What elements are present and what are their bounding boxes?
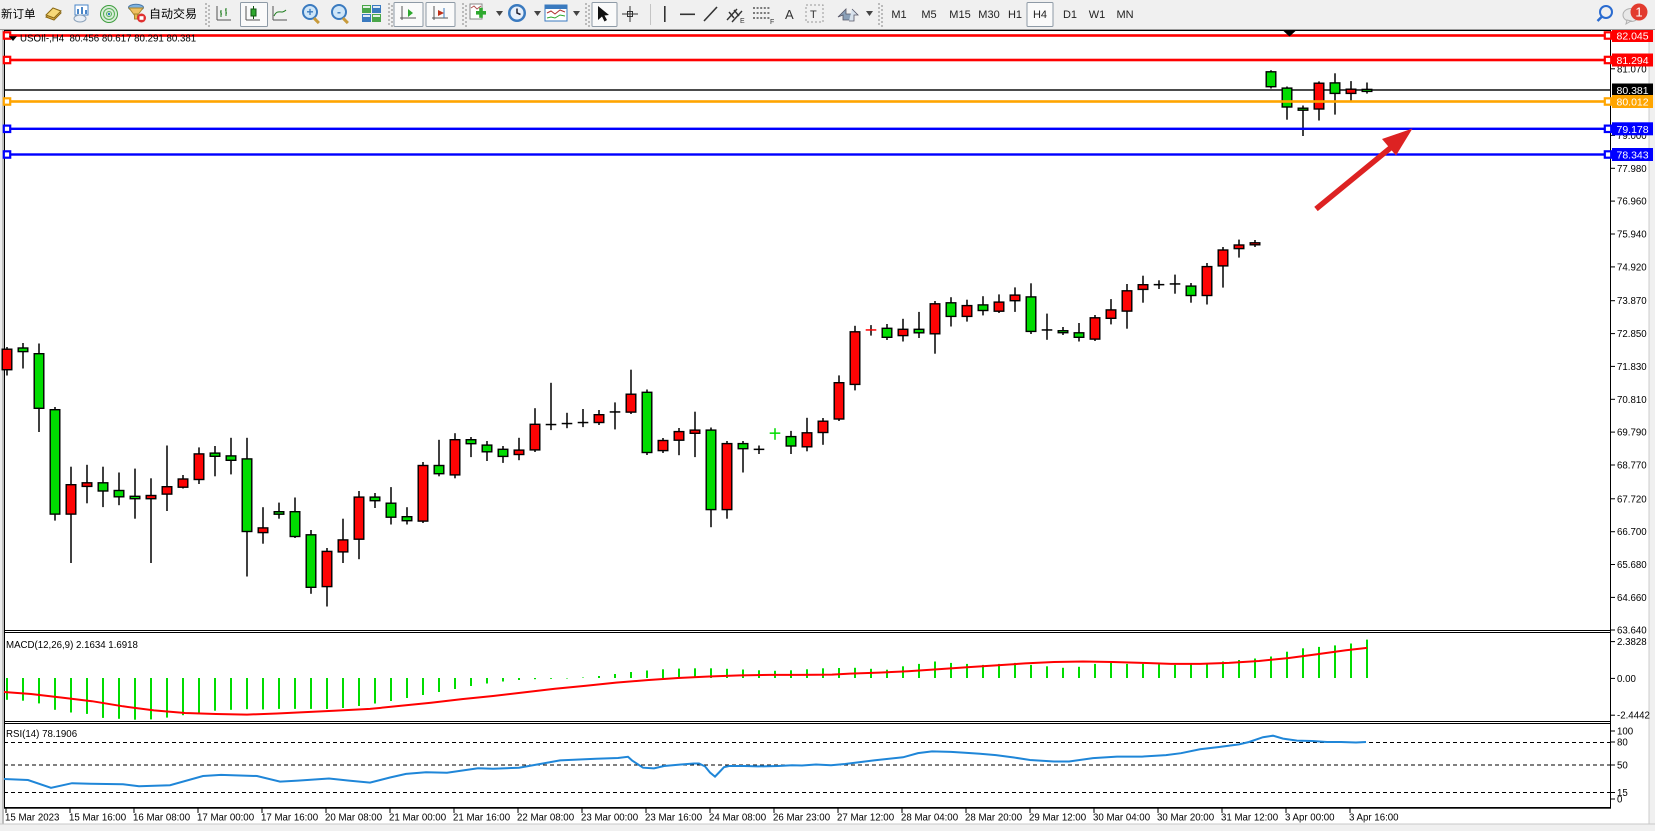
svg-text:M1: M1 xyxy=(891,9,906,21)
svg-text:F: F xyxy=(770,19,774,26)
svg-text:15 Mar 16:00: 15 Mar 16:00 xyxy=(69,813,127,824)
svg-text:79.178: 79.178 xyxy=(1617,124,1649,136)
svg-text:68.770: 68.770 xyxy=(1617,461,1647,472)
svg-text:80.012: 80.012 xyxy=(1617,97,1649,109)
svg-text:2.3828: 2.3828 xyxy=(1617,637,1647,648)
svg-text:80.381: 80.381 xyxy=(1617,85,1649,97)
svg-text:81.294: 81.294 xyxy=(1617,55,1649,67)
svg-text:23 Mar 00:00: 23 Mar 00:00 xyxy=(581,813,639,824)
svg-text:-: - xyxy=(337,5,341,19)
svg-text:15: 15 xyxy=(1617,788,1628,799)
svg-text:82.045: 82.045 xyxy=(1617,31,1649,43)
svg-text:71.830: 71.830 xyxy=(1617,362,1647,373)
svg-text:78.343: 78.343 xyxy=(1617,150,1649,162)
svg-text:-2.4442: -2.4442 xyxy=(1617,711,1650,722)
svg-text:27 Mar 12:00: 27 Mar 12:00 xyxy=(837,813,895,824)
svg-text:0: 0 xyxy=(1617,795,1623,806)
svg-text:22 Mar 08:00: 22 Mar 08:00 xyxy=(517,813,575,824)
svg-text:100: 100 xyxy=(1617,727,1634,738)
svg-text:MACD(12,26,9) 2.1634 1.6918: MACD(12,26,9) 2.1634 1.6918 xyxy=(6,640,138,651)
svg-text:74.920: 74.920 xyxy=(1617,262,1647,273)
svg-text:RSI(14) 78.1906: RSI(14) 78.1906 xyxy=(6,729,77,740)
svg-text:79.000: 79.000 xyxy=(1617,131,1647,142)
svg-text:MN: MN xyxy=(1116,9,1133,21)
svg-text:30 Mar 04:00: 30 Mar 04:00 xyxy=(1093,813,1151,824)
svg-text:31 Mar 12:00: 31 Mar 12:00 xyxy=(1221,813,1279,824)
svg-text:66.700: 66.700 xyxy=(1617,527,1647,538)
svg-text:30 Mar 20:00: 30 Mar 20:00 xyxy=(1157,813,1215,824)
svg-text:15 Mar 2023: 15 Mar 2023 xyxy=(5,813,59,824)
svg-text:72.850: 72.850 xyxy=(1617,329,1647,340)
svg-text:E: E xyxy=(740,18,745,25)
svg-text:D1: D1 xyxy=(1063,9,1077,21)
svg-text:21 Mar 16:00: 21 Mar 16:00 xyxy=(453,813,511,824)
svg-text:17 Mar 00:00: 17 Mar 00:00 xyxy=(197,813,255,824)
svg-text:50: 50 xyxy=(1617,761,1628,772)
svg-text:3 Apr 16:00: 3 Apr 16:00 xyxy=(1349,813,1399,824)
svg-text:63.640: 63.640 xyxy=(1617,626,1647,637)
svg-text:77.980: 77.980 xyxy=(1617,164,1647,175)
svg-text:70.810: 70.810 xyxy=(1617,395,1647,406)
svg-text:H1: H1 xyxy=(1008,9,1022,21)
svg-text:M5: M5 xyxy=(921,9,936,21)
svg-text:21 Mar 00:00: 21 Mar 00:00 xyxy=(389,813,447,824)
svg-text:23 Mar 16:00: 23 Mar 16:00 xyxy=(645,813,703,824)
svg-text:T: T xyxy=(810,9,817,21)
svg-text:20 Mar 08:00: 20 Mar 08:00 xyxy=(325,813,383,824)
svg-text:28 Mar 04:00: 28 Mar 04:00 xyxy=(901,813,959,824)
svg-text:65.680: 65.680 xyxy=(1617,560,1647,571)
svg-text:80: 80 xyxy=(1617,738,1628,749)
svg-text:0.00: 0.00 xyxy=(1617,674,1636,685)
svg-text:H4: H4 xyxy=(1033,9,1047,21)
svg-text:73.870: 73.870 xyxy=(1617,296,1647,307)
svg-text:1: 1 xyxy=(1635,5,1642,20)
svg-text:75.940: 75.940 xyxy=(1617,230,1647,241)
svg-text:M30: M30 xyxy=(978,9,999,21)
svg-text:+: + xyxy=(306,5,313,19)
svg-text:64.660: 64.660 xyxy=(1617,593,1647,604)
svg-text:17 Mar 16:00: 17 Mar 16:00 xyxy=(261,813,319,824)
svg-text:M15: M15 xyxy=(949,9,970,21)
svg-text:A: A xyxy=(785,7,794,22)
svg-text:67.720: 67.720 xyxy=(1617,494,1647,505)
svg-text:26 Mar 23:00: 26 Mar 23:00 xyxy=(773,813,831,824)
svg-text:W1: W1 xyxy=(1089,9,1106,21)
svg-text:24 Mar 08:00: 24 Mar 08:00 xyxy=(709,813,767,824)
svg-text:29 Mar 12:00: 29 Mar 12:00 xyxy=(1029,813,1087,824)
svg-text:76.960: 76.960 xyxy=(1617,197,1647,208)
svg-text:81.070: 81.070 xyxy=(1617,64,1647,75)
svg-text:3 Apr 00:00: 3 Apr 00:00 xyxy=(1285,813,1335,824)
svg-text:28 Mar 20:00: 28 Mar 20:00 xyxy=(965,813,1023,824)
svg-text:69.790: 69.790 xyxy=(1617,428,1647,439)
svg-text:USOIl-,H4 80.456 80.617 80.29: USOIl-,H4 80.456 80.617 80.291 80.381 xyxy=(20,34,196,45)
svg-text:16 Mar 08:00: 16 Mar 08:00 xyxy=(133,813,191,824)
